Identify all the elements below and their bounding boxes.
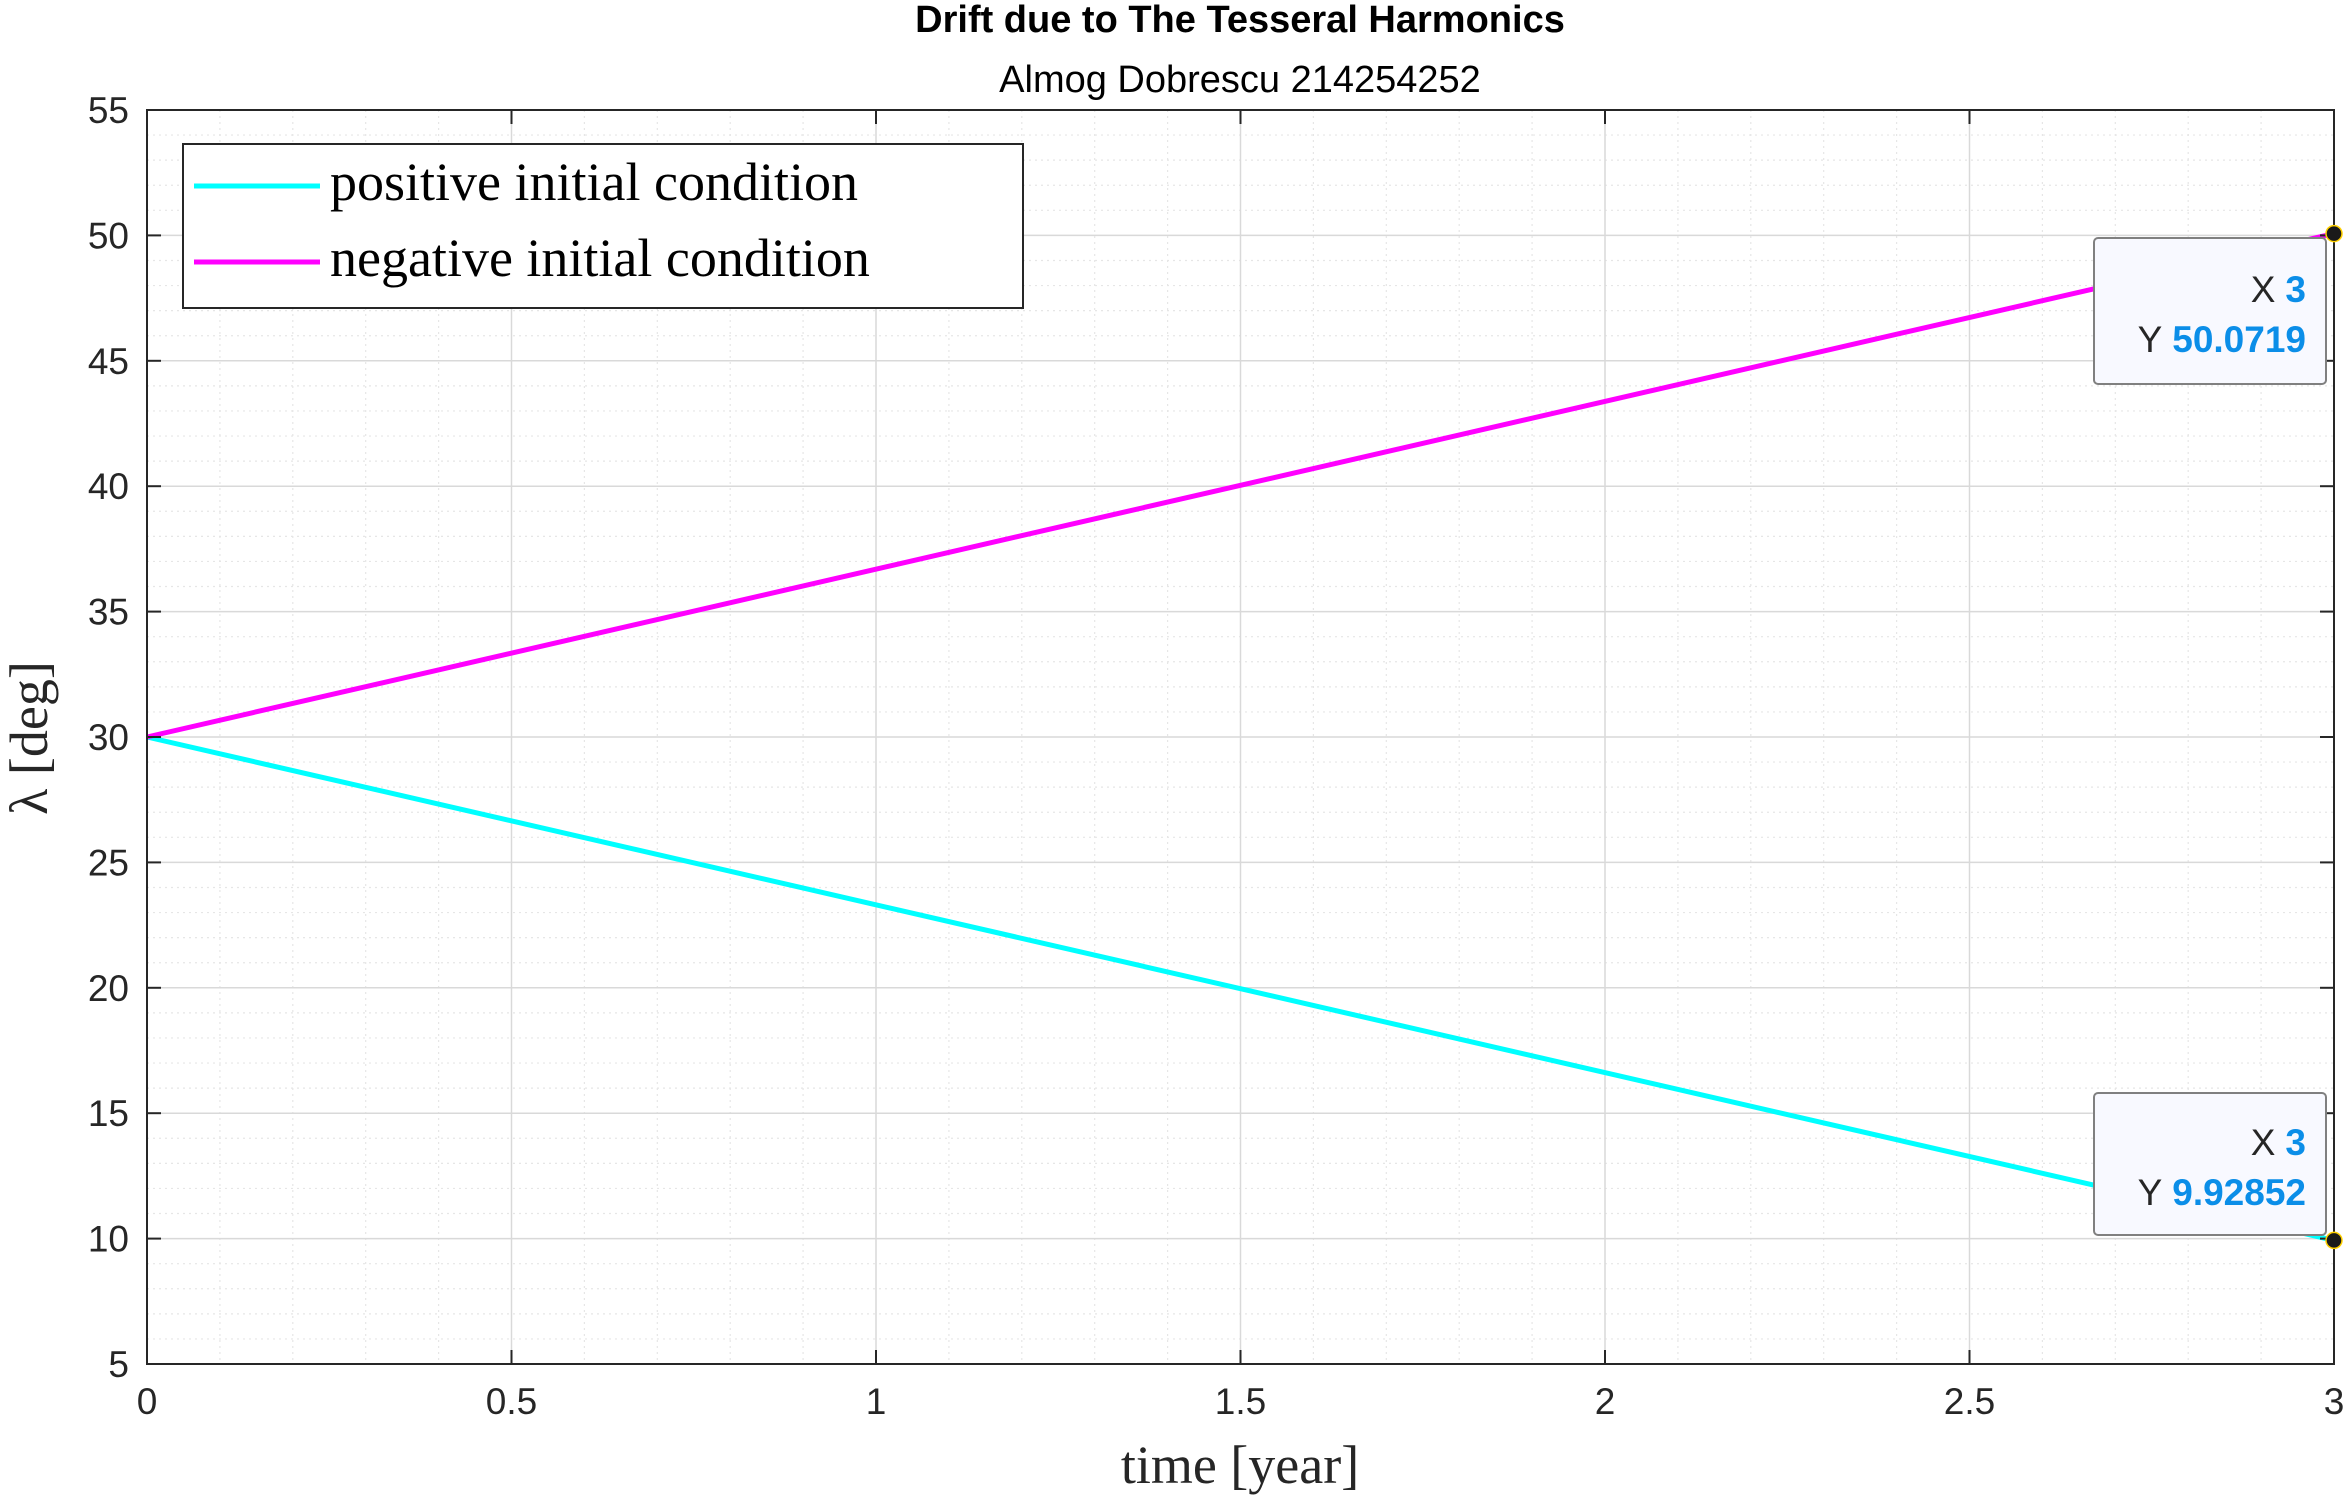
y-tick-label: 45 <box>88 341 129 382</box>
x-tick-label: 0 <box>137 1381 158 1422</box>
datatip-y-row: Y 50.0719 <box>2138 319 2306 360</box>
y-axis-ticks: 5 10 15 20 25 30 35 40 45 50 55 <box>88 90 2334 1385</box>
x-axis-label: time [year] <box>1121 1435 1359 1495</box>
series-line-negative <box>146 231 2335 740</box>
y-tick-label: 55 <box>88 90 129 131</box>
legend-label-positive: positive initial condition <box>330 152 858 212</box>
datatip-marker[interactable] <box>2325 224 2343 243</box>
y-tick-label: 50 <box>88 215 129 256</box>
datatip-y-row: Y 9.92852 <box>2138 1172 2306 1213</box>
y-tick-label: 15 <box>88 1093 129 1134</box>
datatip-marker[interactable] <box>2325 1231 2343 1250</box>
legend-box <box>182 143 1024 309</box>
y-tick-label: 10 <box>88 1219 129 1260</box>
datatip-box <box>2093 1092 2327 1236</box>
y-tick-label: 40 <box>88 466 129 507</box>
y-tick-label: 30 <box>88 717 129 758</box>
x-tick-label: 1.5 <box>1215 1381 1266 1422</box>
x-tick-label: 1 <box>866 1381 887 1422</box>
x-tick-label: 2.5 <box>1944 1381 1995 1422</box>
series-layer <box>146 231 2335 1243</box>
y-tick-label: 5 <box>108 1344 129 1385</box>
datatip-box <box>2093 237 2327 385</box>
x-tick-label: 3 <box>2324 1381 2343 1422</box>
chart-title: Drift due to The Tesseral Harmonics <box>915 0 1565 41</box>
legend-label-negative: negative initial condition <box>330 228 870 288</box>
y-tick-label: 25 <box>88 842 129 883</box>
y-axis-label: λ [deg] <box>0 661 59 815</box>
y-tick-label: 20 <box>88 968 129 1009</box>
series-line-positive <box>146 734 2335 1243</box>
y-tick-label: 35 <box>88 592 129 633</box>
legend: positive initial condition negative init… <box>182 143 1024 309</box>
x-tick-label: 0.5 <box>486 1381 537 1422</box>
chart-subtitle: Almog Dobrescu 214254252 <box>999 59 1481 101</box>
x-tick-label: 2 <box>1595 1381 1616 1422</box>
x-axis-ticks: 0 0.5 1 1.5 2 2.5 3 <box>137 110 2343 1422</box>
